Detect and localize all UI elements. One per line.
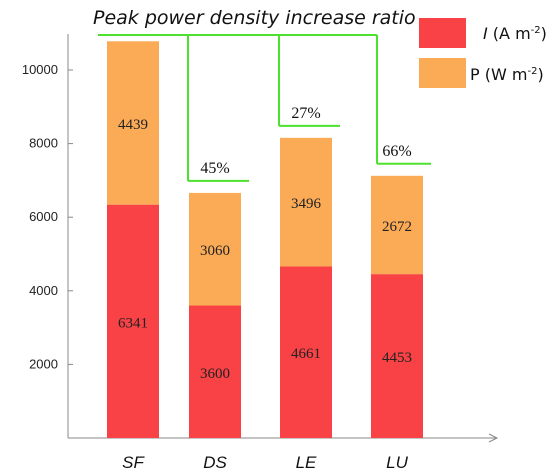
- legend-label-current-density: I (A m-2): [483, 24, 547, 43]
- chart-title: Peak power density increase ratio: [93, 7, 416, 29]
- y-tick-label: 2000: [29, 356, 58, 371]
- legend-swatch-current-density: [419, 18, 466, 48]
- legend-label-power-density: P (W m-2): [470, 65, 544, 84]
- x-axis-arrow: [488, 433, 499, 443]
- data-label-sf-power-density: 4439: [118, 117, 148, 133]
- y-tick-label: 4000: [29, 283, 58, 298]
- legend-swatch-power-density: [419, 58, 466, 88]
- increase-ratio-label-le: 27%: [291, 105, 320, 122]
- bar-segment-sf-power-density: [107, 41, 159, 205]
- bar-segment-le-power-density: [280, 137, 332, 267]
- x-tick-label-le: LE: [296, 453, 317, 472]
- y-tick-label: 10000: [22, 62, 58, 77]
- data-label-sf-current-density: 6341: [118, 315, 148, 331]
- increase-ratio-brackets: 45% 27% 66%: [98, 34, 431, 182]
- x-tick-labels: SF DS LE LU: [122, 453, 408, 472]
- data-label-le-current-density: 4661: [291, 346, 321, 362]
- increase-ratio-label-ds: 45%: [200, 160, 229, 177]
- bar-segment-sf-current-density: [107, 204, 159, 438]
- legend: I (A m-2) P (W m-2): [419, 18, 547, 88]
- bar-segment-lu-power-density: [371, 175, 423, 275]
- bar-segment-ds-power-density: [189, 192, 241, 306]
- x-tick-label-sf: SF: [122, 453, 145, 472]
- data-label-ds-current-density: 3600: [200, 366, 230, 382]
- increase-ratio-label-lu: 66%: [382, 143, 411, 160]
- data-label-ds-power-density: 3060: [200, 243, 230, 259]
- bars: 6341 4439 3600 3060 4661 3496 4453 2672: [107, 41, 423, 438]
- y-tick-labels: 2000 4000 6000 8000 10000: [22, 62, 73, 371]
- x-tick-label-lu: LU: [386, 453, 408, 472]
- data-label-le-power-density: 3496: [291, 196, 322, 212]
- y-tick-label: 8000: [29, 136, 58, 151]
- x-tick-label-ds: DS: [203, 453, 227, 472]
- bar-segment-lu-current-density: [371, 274, 423, 438]
- bar-segment-le-current-density: [280, 266, 332, 438]
- data-label-lu-power-density: 2672: [382, 219, 412, 235]
- data-label-lu-current-density: 4453: [382, 350, 412, 366]
- y-tick-label: 6000: [29, 209, 58, 224]
- bar-segment-ds-current-density: [189, 305, 241, 438]
